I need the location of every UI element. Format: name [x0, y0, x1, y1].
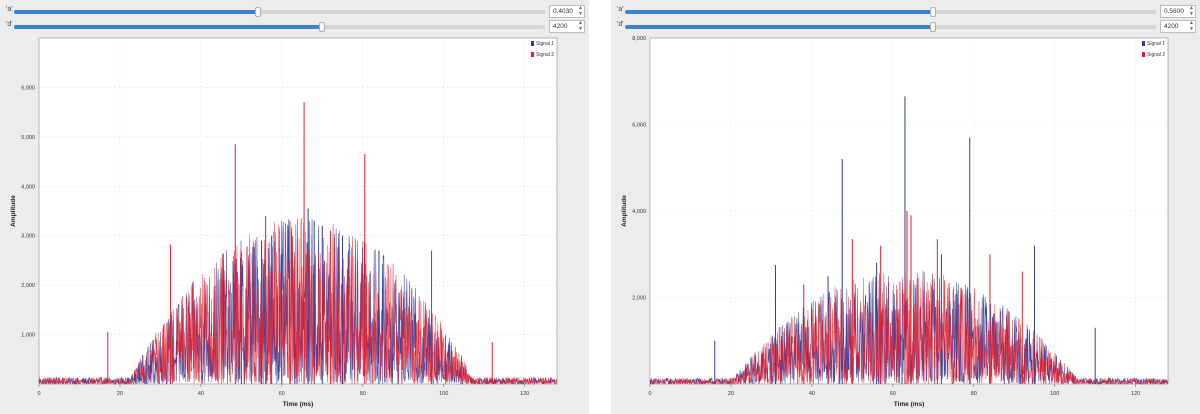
parameter-a-control: 'a' 0.5600 ▲ ▼: [611, 5, 1200, 19]
slider-handle[interactable]: [929, 7, 936, 17]
legend-label: Signal 2: [536, 52, 554, 58]
x-tick-label: 40: [809, 391, 815, 397]
spin-arrows-icon[interactable]: ▲ ▼: [578, 20, 583, 32]
parameter-a-slider[interactable]: [625, 7, 1156, 17]
legend-swatch: [531, 52, 534, 57]
legend-swatch: [531, 41, 534, 46]
y-tick-label: 6,000: [21, 85, 35, 91]
y-tick-label: 2,000: [632, 296, 646, 302]
y-tick-label: 1,000: [21, 333, 35, 339]
x-tick-label: 80: [360, 391, 366, 397]
parameter-d-spinbox[interactable]: 4200 ▲ ▼: [1160, 20, 1196, 33]
signal-chart: 2,000 4,000 6,000 8,000 0 20 40 60 80 100 120 Time …: [621, 36, 1169, 408]
parameter-a-spinbox[interactable]: 0.4030 ▲ ▼: [549, 5, 585, 18]
parameter-a-spinbox[interactable]: 0.5600 ▲ ▼: [1160, 5, 1196, 18]
parameter-d-slider[interactable]: [14, 22, 545, 32]
slider-handle[interactable]: [255, 7, 262, 17]
slider-handle[interactable]: [929, 22, 936, 32]
x-tick-label: 120: [1131, 391, 1140, 397]
slider-fill: [14, 25, 322, 29]
legend-swatch: [1142, 52, 1145, 57]
y-tick-label: 3,000: [21, 234, 35, 240]
x-tick-label: 40: [198, 391, 204, 397]
parameter-d-control: 'd' 4200 ▲ ▼: [0, 20, 589, 34]
plot-panel-right: 'a' 0.5600 ▲ ▼ 'd' 4200 ▲ ▼ 2,000 4,000 6,00…: [611, 0, 1200, 414]
plot-panel-left: 'a' 0.4030 ▲ ▼ 'd' 4200 ▲ ▼ 1,000 2,000 3,00…: [0, 0, 589, 414]
slider-fill: [14, 10, 259, 14]
x-axis-label: Time (ms): [894, 401, 925, 408]
y-tick-label: 4,000: [21, 184, 35, 190]
spinbox-value: 4200: [1164, 23, 1179, 30]
series-line-2: [38, 218, 558, 385]
x-axis-label: Time (ms): [283, 401, 314, 408]
spin-arrows-icon[interactable]: ▲ ▼: [1189, 20, 1194, 32]
parameter-a-label: 'a': [6, 6, 13, 13]
y-tick-label: 4,000: [632, 209, 646, 215]
y-axis-label: Amplitude: [10, 195, 17, 227]
y-tick-label: 5,000: [21, 135, 35, 141]
legend-label: Signal 1: [536, 41, 554, 47]
x-tick-label: 100: [439, 391, 448, 397]
x-tick-label: 60: [890, 391, 896, 397]
slider-fill: [625, 25, 933, 29]
signal-chart: 1,000 2,000 3,000 4,000 5,000 6,000 0 20 40 60 80 1…: [10, 37, 558, 408]
spin-arrows-icon[interactable]: ▲ ▼: [578, 5, 583, 17]
slider-fill: [625, 10, 933, 14]
y-tick-label: 6,000: [632, 123, 646, 129]
y-axis-label: Amplitude: [621, 195, 628, 227]
spinbox-value: 0.5600: [1164, 8, 1184, 15]
parameter-d-control: 'd' 4200 ▲ ▼: [611, 20, 1200, 34]
parameter-d-label: 'd': [617, 21, 624, 28]
parameter-d-spinbox[interactable]: 4200 ▲ ▼: [549, 20, 585, 33]
spinbox-value: 0.4030: [553, 8, 573, 15]
legend-swatch: [1142, 41, 1145, 46]
x-tick-label: 100: [1050, 391, 1059, 397]
parameter-d-slider[interactable]: [625, 22, 1156, 32]
legend-label: Signal 2: [1147, 52, 1165, 58]
y-tick-label: 2,000: [21, 283, 35, 289]
legend-label: Signal 1: [1147, 41, 1165, 47]
x-tick-label: 80: [971, 391, 977, 397]
parameter-a-label: 'a': [617, 6, 624, 13]
x-tick-label: 60: [279, 391, 285, 397]
y-tick-label: 8,000: [632, 36, 646, 42]
spin-arrows-icon[interactable]: ▲ ▼: [1189, 5, 1194, 17]
parameter-a-slider[interactable]: [14, 7, 545, 17]
x-tick-label: 0: [37, 391, 40, 397]
x-tick-label: 20: [117, 391, 123, 397]
parameter-a-control: 'a' 0.4030 ▲ ▼: [0, 5, 589, 19]
slider-handle[interactable]: [318, 22, 325, 32]
parameter-d-label: 'd': [6, 21, 13, 28]
x-tick-label: 0: [648, 391, 651, 397]
spinbox-value: 4200: [553, 23, 568, 30]
series-line-2: [649, 270, 1169, 385]
x-tick-label: 20: [728, 391, 734, 397]
x-tick-label: 120: [520, 391, 529, 397]
